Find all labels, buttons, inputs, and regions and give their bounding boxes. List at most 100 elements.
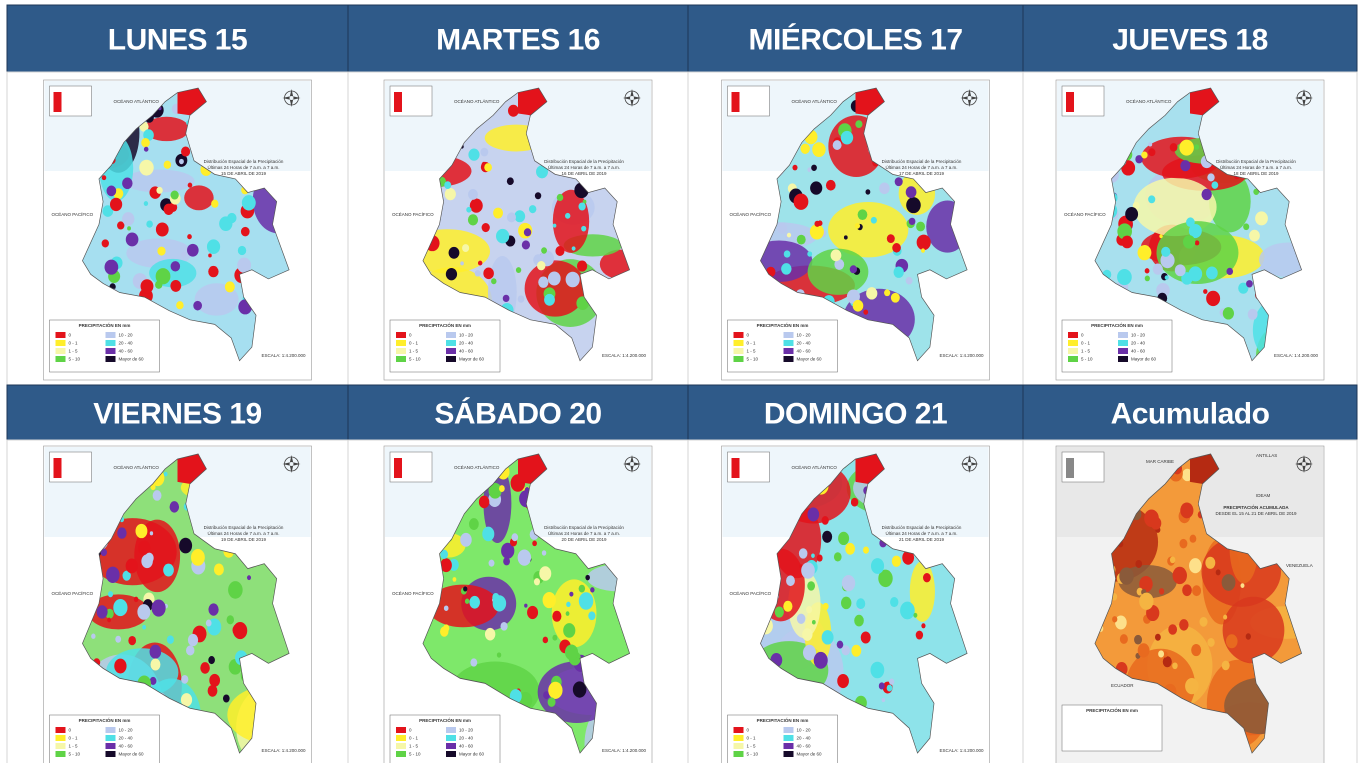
precip-spot: [1112, 616, 1117, 622]
map-caption: Distribución Espacial de la Precipitació…: [204, 159, 284, 164]
precip-spot: [794, 194, 809, 210]
precip-spot: [557, 194, 564, 201]
precip-spot: [460, 261, 464, 265]
precip-spot: [578, 202, 585, 210]
legend-label: 10 - 20: [459, 728, 474, 733]
legend-label: 20 - 40: [459, 736, 474, 741]
precip-spot: [890, 597, 898, 607]
precip-spot: [163, 564, 174, 577]
precip-spot: [478, 261, 482, 266]
precip-spot: [548, 682, 562, 699]
legend-label: 40 - 60: [119, 744, 134, 749]
map-caption: Distribución Espacial de la Precipitació…: [544, 159, 624, 164]
precip-spot: [156, 222, 169, 236]
precip-spot: [838, 532, 849, 545]
legend-title: PRECIPITACIÓN EN mm: [1086, 706, 1138, 713]
place-label: IDEAM: [1256, 493, 1271, 498]
precip-spot: [445, 188, 456, 200]
precip-spot: [134, 597, 139, 602]
precip-spot: [126, 233, 139, 247]
legend-swatch: [56, 340, 66, 346]
precip-spot: [150, 531, 153, 535]
precip-spot: [107, 618, 111, 623]
legend-label: 0 - 1: [69, 341, 79, 346]
legend-swatch: [106, 356, 116, 362]
precip-spot: [842, 575, 855, 591]
map-caption: Distribución Espacial de la Precipitació…: [882, 159, 962, 164]
legend-swatch: [396, 332, 406, 338]
legend-label: Mayor de 60: [119, 357, 145, 362]
precip-spot: [208, 656, 215, 664]
precip-spot: [543, 637, 548, 644]
precip-spot: [841, 131, 853, 145]
precip-spot: [156, 187, 162, 194]
precip-spot: [144, 201, 148, 206]
precip-spot: [569, 592, 573, 597]
panel-title: Acumulado: [1111, 397, 1270, 430]
precip-spot: [892, 556, 901, 567]
precip-spot: [916, 631, 923, 640]
legend-swatch: [1118, 340, 1128, 346]
precip-spot: [532, 540, 537, 546]
precip-spot: [1195, 240, 1200, 245]
precip-spot: [1223, 307, 1234, 319]
precip-spot: [1194, 144, 1199, 150]
precip-spot: [834, 552, 842, 561]
precip-spot: [503, 295, 510, 302]
precip-spot: [1226, 634, 1238, 648]
legend-label: 40 - 60: [459, 349, 474, 354]
precip-spot: [1151, 517, 1162, 530]
precip-spot: [214, 563, 224, 575]
precip-spot: [102, 239, 109, 247]
legend-swatch: [1068, 340, 1078, 346]
precip-spot: [590, 587, 594, 592]
inset-thumb: [1066, 92, 1074, 112]
precip-spot: [179, 538, 192, 554]
legend-label: 1 - 5: [747, 744, 757, 749]
legend-swatch: [396, 727, 406, 733]
legend-title: PRECIPITACIÓN EN mm: [419, 716, 471, 723]
precip-spot: [854, 615, 864, 627]
precip-spot: [566, 272, 580, 288]
precip-spot: [814, 221, 820, 227]
legend-swatch: [446, 332, 456, 338]
legend-label: 40 - 60: [797, 349, 812, 354]
sea-label: OCÉANO ATLÁNTICO: [114, 464, 160, 470]
legend-swatch: [1068, 356, 1078, 362]
precip-spot: [826, 180, 836, 191]
precip-spot: [1248, 309, 1258, 320]
precip-spot: [208, 254, 212, 258]
legend-swatch: [446, 727, 456, 733]
place-label: ECUADOR: [1111, 683, 1134, 688]
precip-spot: [1241, 583, 1245, 588]
precip-spot: [170, 280, 181, 292]
legend-label: 5 - 10: [1081, 357, 1093, 362]
precip-spot: [1139, 593, 1153, 610]
precip-spot: [171, 261, 180, 271]
inset-thumb: [54, 458, 62, 478]
precip-spot: [1189, 558, 1202, 573]
precip-spot: [1222, 661, 1230, 671]
map-subtitle: DESDE EL 15 AL 21 DE ABRIL DE 2019: [1215, 511, 1297, 516]
precip-spot: [241, 227, 250, 237]
precip-spot: [856, 598, 865, 609]
precip-spot: [105, 260, 119, 275]
legend-title: PRECIPITACIÓN EN mm: [757, 321, 809, 328]
precip-spot: [164, 161, 172, 169]
legend-swatch: [734, 751, 744, 757]
precip-spot: [807, 251, 812, 256]
legend-label: 10 - 20: [797, 728, 812, 733]
precip-spot: [543, 592, 556, 608]
map-date: 21 DE ABRIL DE 2019: [899, 537, 945, 542]
precip-spot: [1191, 644, 1201, 656]
inset-thumb: [1066, 458, 1074, 478]
precip-spot: [518, 295, 525, 302]
precip-spot: [1243, 223, 1249, 230]
precip-spot: [108, 591, 113, 597]
precip-spot: [493, 595, 507, 611]
map-scale: ESCALA: 1:4.200.000: [262, 353, 307, 358]
legend-label: 10 - 20: [459, 333, 474, 338]
precip-spot: [1201, 189, 1211, 200]
precip-spot: [206, 620, 212, 627]
precip-spot: [812, 620, 816, 625]
